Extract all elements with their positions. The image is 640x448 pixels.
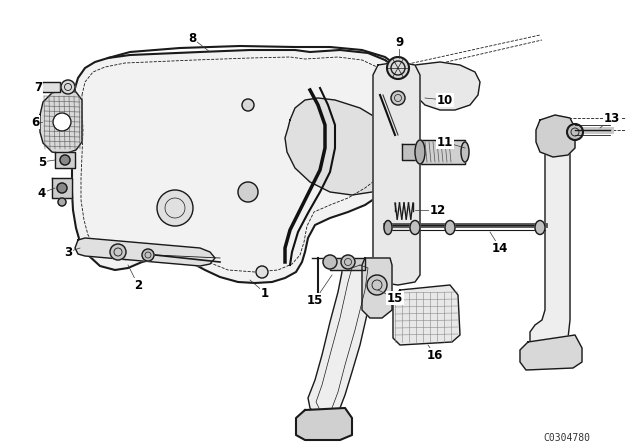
Circle shape — [110, 244, 126, 260]
Text: 6: 6 — [31, 116, 39, 129]
Polygon shape — [362, 258, 392, 318]
Polygon shape — [373, 62, 420, 285]
Circle shape — [58, 198, 66, 206]
Ellipse shape — [415, 140, 425, 164]
Ellipse shape — [445, 220, 455, 234]
Polygon shape — [75, 238, 215, 266]
Text: 9: 9 — [395, 35, 403, 48]
Text: 14: 14 — [492, 241, 508, 254]
Text: 13: 13 — [604, 112, 620, 125]
Polygon shape — [285, 98, 400, 195]
Text: 16: 16 — [427, 349, 443, 362]
Text: 2: 2 — [134, 279, 142, 292]
Polygon shape — [520, 335, 582, 370]
Polygon shape — [72, 50, 415, 283]
Ellipse shape — [461, 142, 469, 162]
Polygon shape — [308, 258, 378, 418]
Polygon shape — [536, 115, 575, 157]
Circle shape — [238, 182, 258, 202]
Circle shape — [256, 266, 268, 278]
Polygon shape — [52, 178, 72, 198]
Polygon shape — [530, 125, 570, 358]
Polygon shape — [296, 408, 352, 440]
Ellipse shape — [384, 220, 392, 234]
Circle shape — [53, 113, 71, 131]
Circle shape — [60, 155, 70, 165]
Ellipse shape — [535, 220, 545, 234]
Text: 11: 11 — [437, 135, 453, 148]
Polygon shape — [40, 90, 82, 154]
Text: 5: 5 — [38, 155, 46, 168]
Text: 7: 7 — [34, 81, 42, 94]
Circle shape — [61, 80, 75, 94]
Polygon shape — [55, 152, 75, 168]
Polygon shape — [402, 144, 420, 160]
Circle shape — [57, 183, 67, 193]
Polygon shape — [393, 285, 460, 345]
Polygon shape — [330, 258, 365, 270]
Polygon shape — [420, 140, 465, 164]
Polygon shape — [395, 62, 480, 110]
Circle shape — [387, 57, 409, 79]
Circle shape — [367, 275, 387, 295]
Ellipse shape — [410, 220, 420, 234]
Text: 12: 12 — [430, 203, 446, 216]
Circle shape — [323, 255, 337, 269]
Text: 10: 10 — [437, 94, 453, 107]
Circle shape — [142, 249, 154, 261]
Text: 1: 1 — [261, 287, 269, 300]
Text: 3: 3 — [64, 246, 72, 258]
Polygon shape — [40, 82, 60, 92]
Circle shape — [157, 190, 193, 226]
Circle shape — [341, 255, 355, 269]
Circle shape — [242, 99, 254, 111]
Circle shape — [567, 124, 583, 140]
Text: 4: 4 — [38, 186, 46, 199]
Text: 15: 15 — [387, 292, 403, 305]
Text: 15: 15 — [307, 293, 323, 306]
Circle shape — [391, 91, 405, 105]
Text: C0304780: C0304780 — [543, 433, 590, 443]
Text: 8: 8 — [188, 31, 196, 44]
